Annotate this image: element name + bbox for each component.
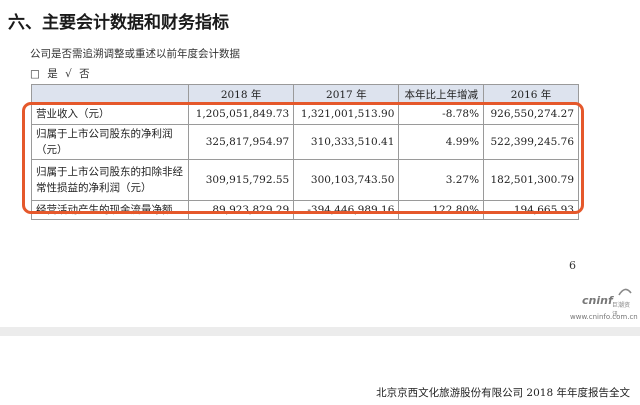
table-cell: 310,333,510.41 <box>293 124 400 160</box>
choice-yes: 是 <box>47 68 58 80</box>
table-header-cell: 本年比上年增减 <box>398 84 485 104</box>
section-heading: 六、主要会计数据和财务指标 <box>8 13 229 33</box>
logo-url: www.cninfo.com.cn <box>570 313 638 321</box>
table-cell: 1,205,051,849.73 <box>187 103 295 125</box>
restatement-question: 公司是否需追溯调整或重述以前年度会计数据 <box>30 48 240 60</box>
table-row: 归属于上市公司股东的净利润 （元） 325,817,954.97 310,333… <box>31 124 579 160</box>
row-label-line: 常性损益的净利润（元） <box>36 182 152 194</box>
logo-wordmark: cninf <box>582 294 613 307</box>
row-label-line: 归属于上市公司股东的扣除非经 <box>36 166 183 178</box>
table-header-cell: 2016 年 <box>483 84 579 104</box>
table-row: 营业收入（元） 1,205,051,849.73 1,321,001,513.9… <box>31 103 579 125</box>
table-cell: -394,446,989.16 <box>293 200 400 220</box>
table-cell: 309,915,792.55 <box>187 159 295 201</box>
restatement-choice: □ 是 √ 否 <box>30 66 94 81</box>
table-cell: 300,103,743.50 <box>293 159 400 201</box>
table-cell: 4.99% <box>398 124 485 160</box>
logo-chinese: 巨潮资讯 <box>612 302 631 318</box>
logo-swoosh-icon <box>618 288 632 296</box>
financial-data-table: 2018 年 2017 年 本年比上年增减 2016 年 营业收入（元） 1,2… <box>31 84 579 220</box>
page-number: 6 <box>569 259 576 272</box>
table-header-cell: 2017 年 <box>293 84 400 104</box>
checkbox-icon: □ <box>30 68 40 80</box>
page-divider <box>0 327 640 336</box>
row-label: 归属于上市公司股东的扣除非经 常性损益的净利润（元） <box>31 159 189 201</box>
choice-no: 否 <box>79 68 90 80</box>
table-header-cell <box>31 84 189 104</box>
check-mark-icon: √ <box>65 68 72 80</box>
table-cell: 3.27% <box>398 159 485 201</box>
row-label: 归属于上市公司股东的净利润 （元） <box>31 124 189 160</box>
table-row: 经营活动产生的现金流量净额 89,923,829.29 -394,446,989… <box>31 200 579 220</box>
table-cell: 182,501,300.79 <box>483 159 579 201</box>
cninfo-logo: cninf 巨潮资讯 <box>582 288 632 318</box>
row-label-line: 归属于上市公司股东的净利润 <box>36 128 173 140</box>
table-row: 归属于上市公司股东的扣除非经 常性损益的净利润（元） 309,915,792.5… <box>31 159 579 201</box>
table-header-cell: 2018 年 <box>187 84 295 104</box>
table-cell: 325,817,954.97 <box>187 124 295 160</box>
table-header-row: 2018 年 2017 年 本年比上年增减 2016 年 <box>31 84 579 104</box>
page-footer: 北京京西文化旅游股份有限公司 2018 年年度报告全文 <box>376 387 630 399</box>
row-label-line: （元） <box>36 144 68 156</box>
highlight-box <box>22 102 584 214</box>
table-cell: 522,399,245.76 <box>483 124 579 160</box>
